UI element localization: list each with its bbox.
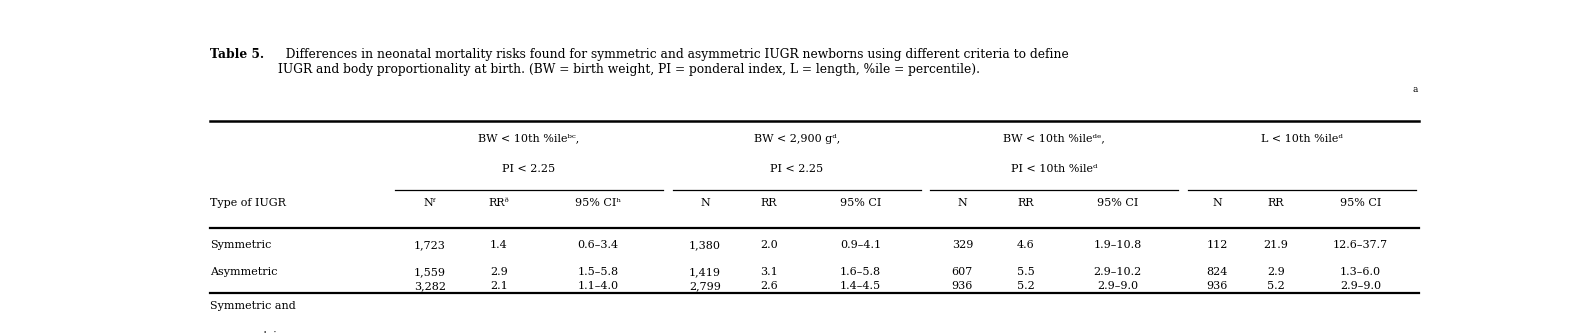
Text: Differences in neonatal mortality risks found for symmetric and asymmetric IUGR : Differences in neonatal mortality risks … [278,48,1069,76]
Text: 2.0: 2.0 [760,240,778,250]
Text: Type of IUGR: Type of IUGR [210,198,286,208]
Text: N: N [958,198,968,208]
Text: 1.4: 1.4 [490,240,508,250]
Text: L < 10th %ileᵈ: L < 10th %ileᵈ [1260,134,1342,144]
Text: RR: RR [760,198,776,208]
Text: 2.9: 2.9 [490,267,508,277]
Text: 1.3–6.0: 1.3–6.0 [1339,267,1380,277]
Text: 1.4–4.5: 1.4–4.5 [840,281,881,291]
Text: 1.1–4.0: 1.1–4.0 [577,281,618,291]
Text: 2.1: 2.1 [490,281,508,291]
Text: 12.6–37.7: 12.6–37.7 [1333,240,1388,250]
Text: 2.9–9.0: 2.9–9.0 [1339,281,1380,291]
Text: 0.6–3.4: 0.6–3.4 [577,240,618,250]
Text: 1.6–5.8: 1.6–5.8 [840,267,881,277]
Text: 21.9: 21.9 [1263,240,1289,250]
Text: RR: RR [1268,198,1284,208]
Text: Symmetric and: Symmetric and [210,301,296,311]
Text: 112: 112 [1206,240,1227,250]
Text: 1.9–10.8: 1.9–10.8 [1094,240,1141,250]
Text: Nᶠ: Nᶠ [424,198,436,208]
Text: 3,282: 3,282 [414,281,446,291]
Text: RRᶞ: RRᶞ [489,198,509,208]
Text: 936: 936 [1206,281,1227,291]
Text: asymmetric: asymmetric [210,331,283,333]
Text: 2,799: 2,799 [689,281,721,291]
Text: 4.6: 4.6 [1017,240,1036,250]
Text: 607: 607 [952,267,972,277]
Text: 0.9–4.1: 0.9–4.1 [840,240,881,250]
Text: 1,723: 1,723 [414,240,446,250]
Text: 5.2: 5.2 [1266,281,1285,291]
Text: a: a [1413,85,1418,94]
Text: 1,419: 1,419 [689,267,721,277]
Text: 2.6: 2.6 [760,281,778,291]
Text: 95% CI: 95% CI [1339,198,1382,208]
Text: Asymmetric: Asymmetric [210,267,277,277]
Text: 2.9–10.2: 2.9–10.2 [1094,267,1141,277]
Text: 3.1: 3.1 [760,267,778,277]
Text: N: N [1213,198,1222,208]
Text: 5.5: 5.5 [1017,267,1036,277]
Text: Symmetric: Symmetric [210,240,272,250]
Text: BW < 10th %ileᵇᶜ,: BW < 10th %ileᵇᶜ, [479,134,580,144]
Text: N: N [700,198,710,208]
Text: 936: 936 [952,281,972,291]
Text: 1,559: 1,559 [414,267,446,277]
Text: 5.2: 5.2 [1017,281,1036,291]
Text: PI < 10th %ileᵈ: PI < 10th %ileᵈ [1010,164,1097,174]
Text: 1.5–5.8: 1.5–5.8 [577,267,618,277]
Text: 95% CI: 95% CI [1097,198,1138,208]
Text: 95% CI: 95% CI [840,198,881,208]
Text: BW < 2,900 gᵈ,: BW < 2,900 gᵈ, [754,134,840,144]
Text: 329: 329 [952,240,972,250]
Text: 95% CIʰ: 95% CIʰ [575,198,621,208]
Text: 2.9–9.0: 2.9–9.0 [1097,281,1138,291]
Text: PI < 2.25: PI < 2.25 [503,164,555,174]
Text: 2.9: 2.9 [1266,267,1285,277]
Text: Table 5.: Table 5. [210,48,264,61]
Text: 824: 824 [1206,267,1227,277]
Text: PI < 2.25: PI < 2.25 [770,164,824,174]
Text: RR: RR [1018,198,1034,208]
Text: BW < 10th %ileᵈᵉ,: BW < 10th %ileᵈᵉ, [1004,134,1105,144]
Text: 1,380: 1,380 [689,240,721,250]
